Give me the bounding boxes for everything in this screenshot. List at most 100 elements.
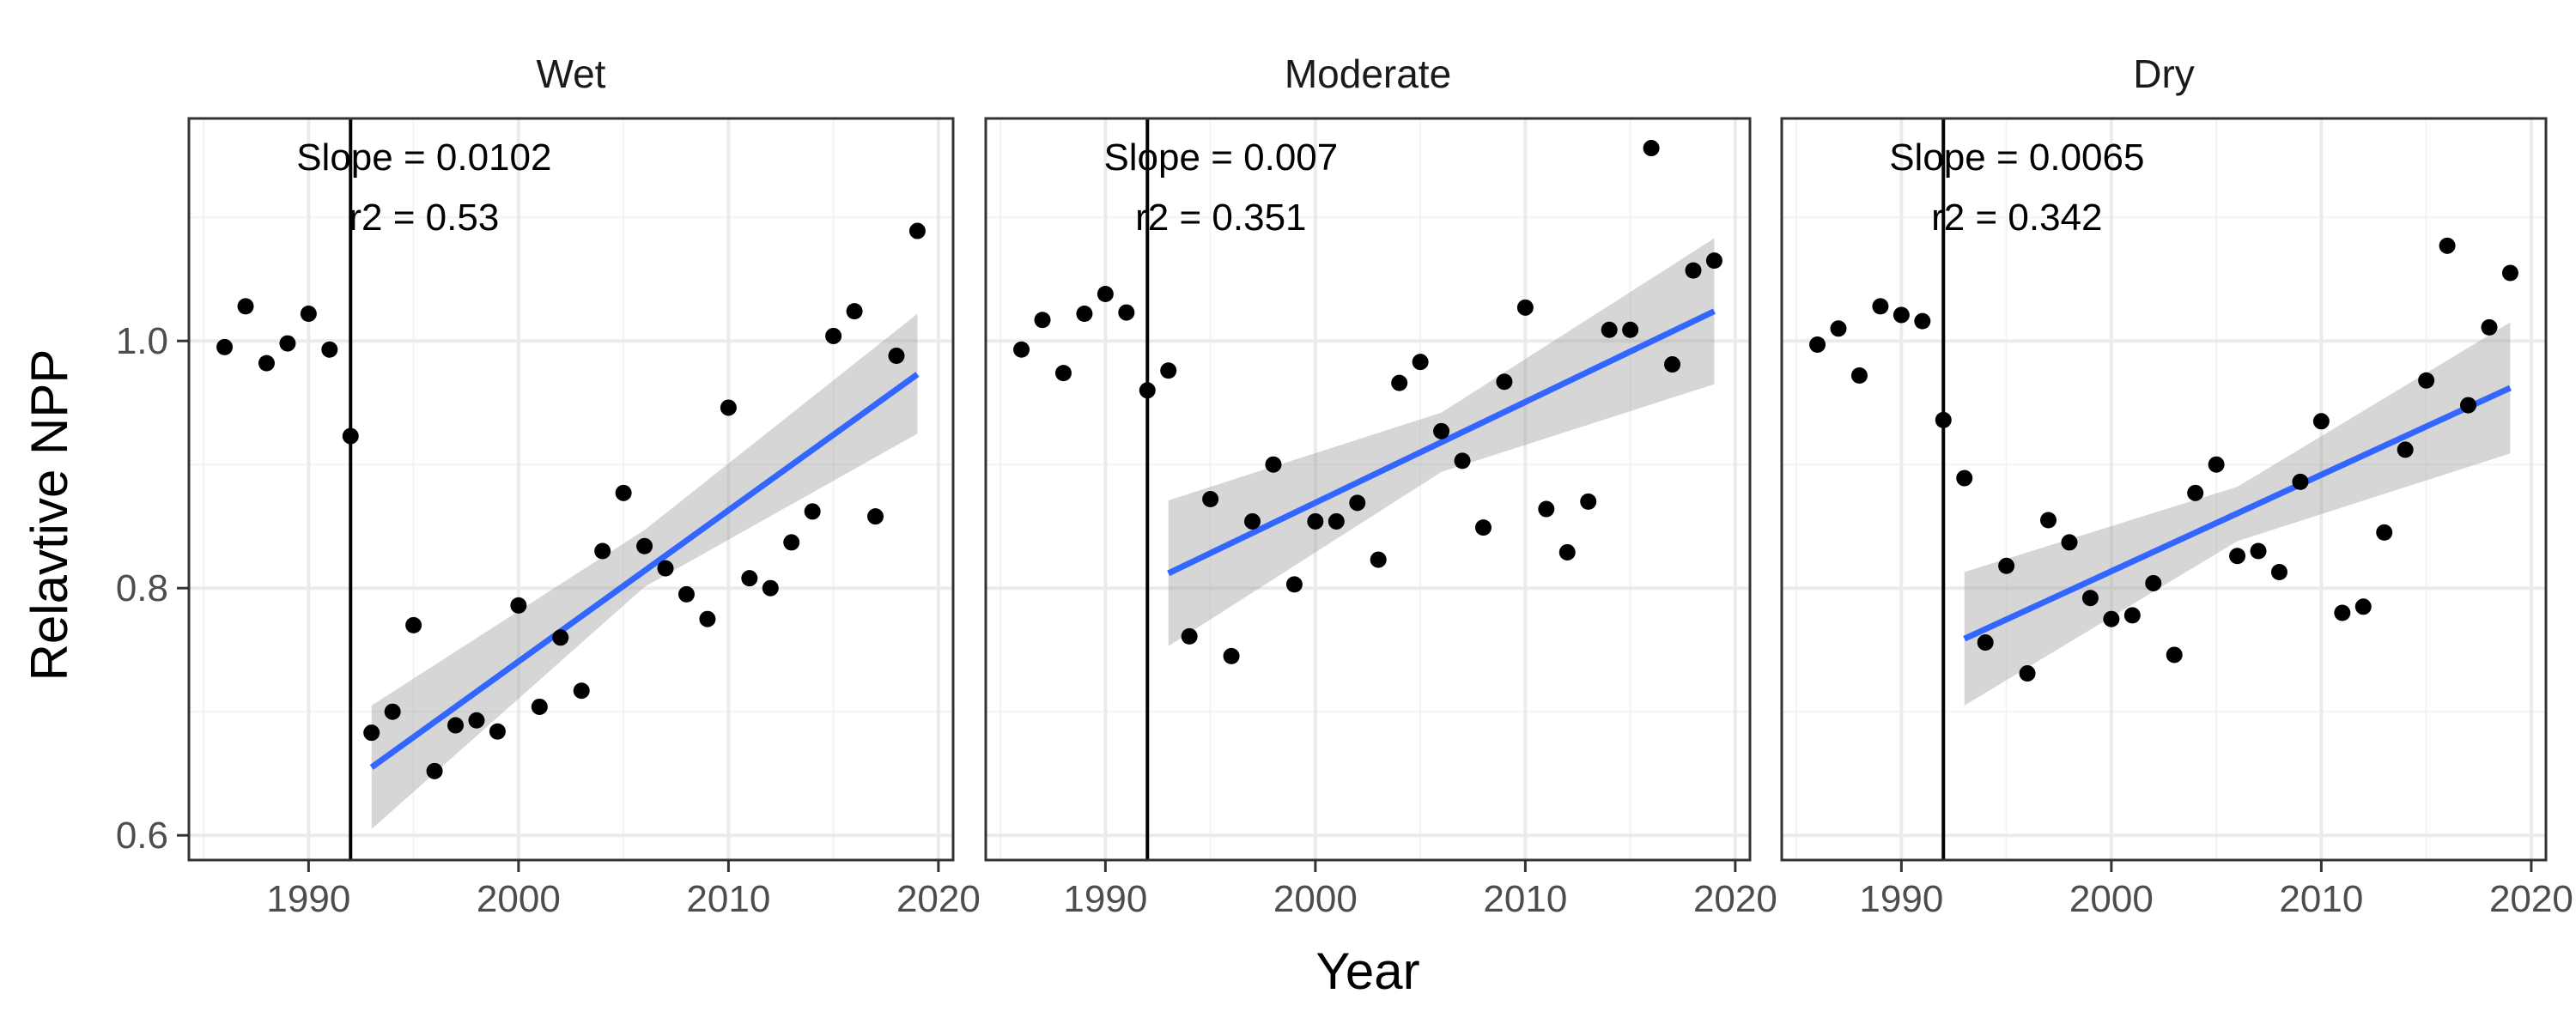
data-point bbox=[342, 427, 359, 445]
data-point bbox=[510, 597, 527, 614]
data-point bbox=[216, 338, 234, 355]
x-tick-label: 1990 bbox=[266, 878, 350, 920]
data-point bbox=[1850, 367, 1868, 385]
r2-annotation: r2 = 0.351 bbox=[1135, 197, 1306, 239]
data-point bbox=[762, 579, 779, 597]
panel-wet: Slope = 0.0102 r2 = 0.53 Wet 1990 2000 2010 20… bbox=[116, 52, 981, 920]
data-point bbox=[2312, 413, 2330, 430]
data-point bbox=[1349, 494, 1366, 512]
data-point bbox=[384, 703, 401, 720]
data-point bbox=[1809, 336, 1826, 354]
data-point bbox=[237, 298, 254, 315]
x-tick-label: 2020 bbox=[2489, 878, 2573, 920]
data-point bbox=[552, 629, 569, 646]
x-axis-title: Year bbox=[1315, 942, 1419, 1000]
data-point bbox=[2418, 372, 2435, 389]
data-point bbox=[1265, 456, 1282, 473]
data-point bbox=[1643, 140, 1660, 157]
data-point bbox=[2250, 542, 2267, 560]
x-tick-label: 2020 bbox=[896, 878, 981, 920]
data-point bbox=[1202, 491, 1219, 508]
regression-line bbox=[369, 372, 920, 770]
panel-dry: Slope = 0.0065 r2 = 0.342 Dry 1990 2000 2010 2… bbox=[1780, 52, 2573, 920]
x-tick-label: 2000 bbox=[477, 878, 561, 920]
data-point bbox=[1977, 634, 1994, 651]
data-point bbox=[258, 354, 275, 372]
data-point bbox=[1830, 320, 1847, 337]
data-point bbox=[1097, 285, 1114, 302]
data-point bbox=[2501, 264, 2518, 282]
data-point bbox=[1558, 543, 1576, 560]
facet-label: Moderate bbox=[1285, 52, 1451, 96]
x-tick-label: 1990 bbox=[1063, 878, 1147, 920]
data-point bbox=[2103, 610, 2120, 627]
x-tick-label: 2010 bbox=[1483, 878, 1567, 920]
data-point bbox=[1893, 306, 1910, 324]
data-point bbox=[1412, 354, 1429, 371]
panel-background bbox=[1782, 118, 2546, 860]
regression-line bbox=[1963, 385, 2512, 642]
r2-annotation: r2 = 0.342 bbox=[1931, 197, 2102, 239]
data-point bbox=[1139, 382, 1156, 399]
data-point bbox=[1034, 312, 1051, 329]
data-point bbox=[573, 682, 590, 700]
slope-annotation: Slope = 0.0065 bbox=[1889, 136, 2144, 179]
data-point bbox=[426, 762, 443, 779]
regression-line bbox=[1167, 308, 1716, 577]
data-point bbox=[846, 303, 863, 320]
x-tick-label: 2020 bbox=[1693, 878, 1777, 920]
panel-border bbox=[1780, 117, 2548, 862]
data-point bbox=[2439, 237, 2456, 254]
x-tick-label: 2000 bbox=[1273, 878, 1358, 920]
data-point bbox=[468, 712, 485, 729]
x-tick-label: 2010 bbox=[686, 878, 770, 920]
data-point bbox=[1516, 299, 1534, 316]
data-point bbox=[1244, 512, 1261, 530]
x-tick-label: 2000 bbox=[2069, 878, 2154, 920]
data-point bbox=[2040, 512, 2057, 529]
data-point bbox=[405, 616, 422, 633]
data-point bbox=[2376, 524, 2393, 541]
data-point bbox=[1956, 470, 1973, 487]
y-tick-label: 0.6 bbox=[116, 815, 168, 857]
data-point bbox=[783, 534, 800, 551]
data-point bbox=[1454, 452, 1471, 470]
panel-border bbox=[984, 117, 1752, 862]
data-point bbox=[741, 570, 758, 587]
data-point bbox=[2481, 318, 2498, 336]
data-point bbox=[2292, 473, 2309, 490]
chart-panels: Slope = 0.0102 r2 = 0.53 Wet 1990 2000 2010 20… bbox=[116, 52, 2573, 920]
data-point bbox=[2208, 456, 2225, 473]
data-point bbox=[1285, 576, 1303, 593]
slope-annotation: Slope = 0.007 bbox=[1103, 136, 1338, 179]
data-point bbox=[1601, 321, 1618, 338]
facet-label: Wet bbox=[537, 52, 606, 96]
y-tick-label: 0.8 bbox=[116, 567, 168, 609]
data-point bbox=[2229, 548, 2246, 565]
data-point bbox=[1935, 411, 1952, 428]
data-point bbox=[2081, 590, 2099, 607]
panel-background bbox=[986, 118, 1750, 860]
x-tick-label: 1990 bbox=[1859, 878, 1943, 920]
data-point bbox=[867, 508, 884, 525]
data-point bbox=[2145, 574, 2162, 591]
data-point bbox=[657, 560, 674, 577]
data-point bbox=[1307, 512, 1324, 530]
data-point bbox=[2019, 665, 2036, 682]
data-point bbox=[363, 724, 380, 742]
data-point bbox=[1474, 519, 1492, 536]
data-point bbox=[1391, 374, 1408, 391]
data-point bbox=[1327, 512, 1345, 530]
data-point bbox=[2354, 598, 2372, 615]
panel-background bbox=[189, 118, 953, 860]
data-point bbox=[1118, 304, 1135, 321]
data-point bbox=[531, 698, 548, 715]
data-point bbox=[321, 341, 338, 358]
data-point bbox=[1076, 306, 1093, 323]
data-point bbox=[1872, 298, 1889, 315]
data-point bbox=[1054, 365, 1072, 382]
data-point bbox=[2460, 397, 2477, 414]
data-point bbox=[1160, 362, 1177, 379]
data-point bbox=[1223, 647, 1240, 664]
